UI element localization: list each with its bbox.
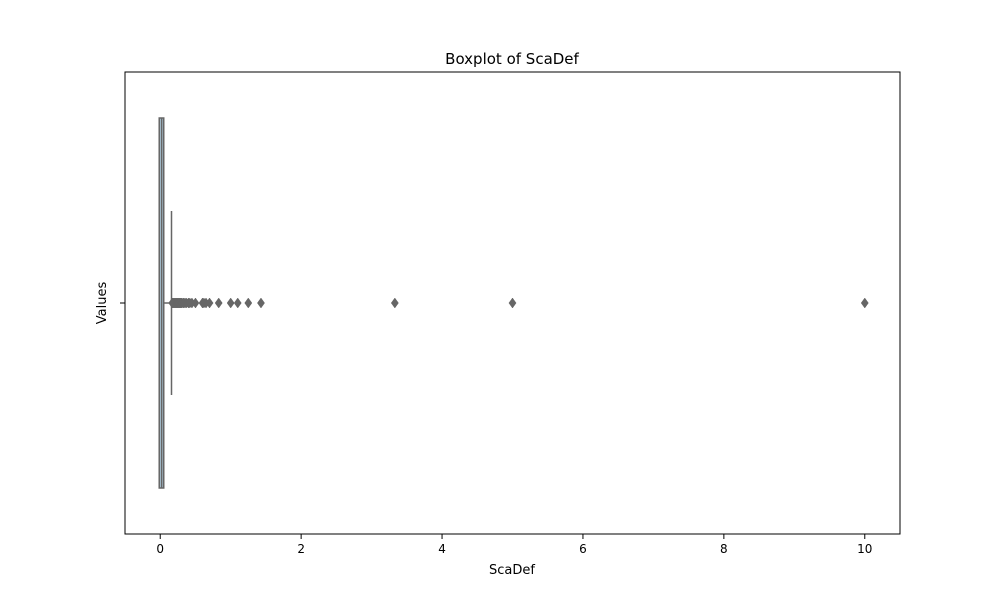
x-tick-label: 4 <box>438 542 446 556</box>
outlier-group <box>168 297 869 309</box>
x-tick-label: 2 <box>297 542 305 556</box>
outlier-point <box>214 297 223 309</box>
x-axis-label: ScaDef <box>489 563 535 578</box>
outlier-point <box>244 297 253 309</box>
outlier-point <box>191 297 200 309</box>
y-axis-label: Values <box>95 282 110 325</box>
outlier-point <box>257 297 265 309</box>
outlier-point <box>233 297 242 309</box>
outlier-point <box>860 297 869 309</box>
x-tick-label: 10 <box>857 542 872 556</box>
outlier-point <box>205 297 214 309</box>
chart-title: Boxplot of ScaDef <box>445 50 579 68</box>
outlier-point <box>390 297 399 309</box>
x-tick-label: 0 <box>156 542 164 556</box>
x-tick-label: 6 <box>579 542 587 556</box>
x-tick-label: 8 <box>720 542 728 556</box>
x-axis-ticks: 0 2 4 6 8 10 <box>156 534 872 556</box>
outlier-point <box>508 297 517 309</box>
outlier-point <box>226 297 235 309</box>
